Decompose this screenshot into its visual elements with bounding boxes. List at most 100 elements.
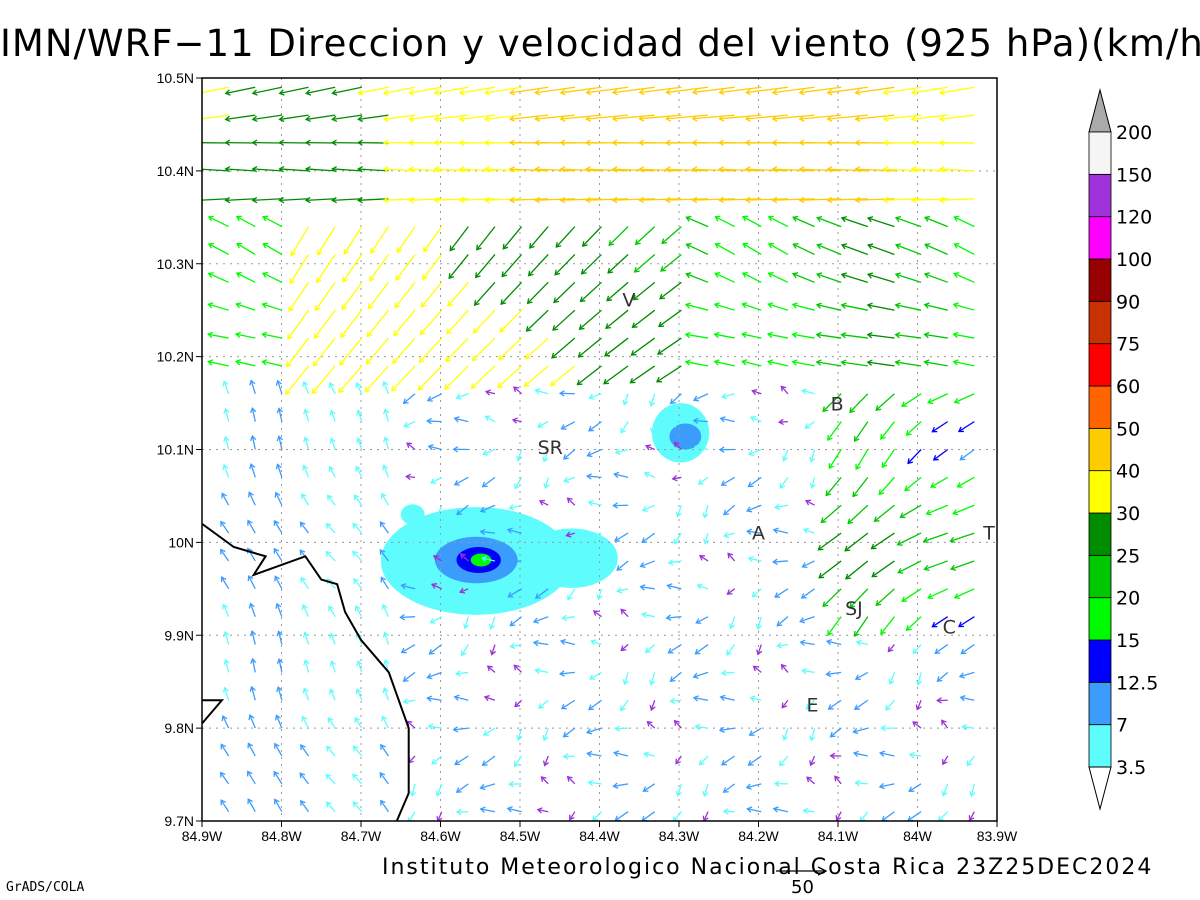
wind-vector <box>749 415 762 423</box>
wind-vector <box>834 775 842 785</box>
wind-vector <box>514 477 523 490</box>
wind-vector <box>534 196 575 204</box>
wind-vector <box>771 166 815 173</box>
wind-vector <box>313 309 336 339</box>
wind-vector <box>558 670 575 677</box>
wind-vector <box>894 272 922 283</box>
wind-vector <box>248 714 256 729</box>
wind-vector <box>525 309 549 332</box>
wind-vector <box>826 114 868 122</box>
colorbar-label: 7 <box>1116 715 1128 737</box>
wind-vector <box>382 380 390 395</box>
wind-vector <box>805 699 816 710</box>
wind-vector <box>799 639 815 646</box>
wind-vector <box>727 552 736 562</box>
wind-vector <box>745 86 788 96</box>
x-tick-label: 84.2W <box>738 828 779 844</box>
wind-vector <box>747 555 762 563</box>
wind-vector <box>276 658 284 673</box>
wind-vector <box>938 114 975 122</box>
wind-vector <box>854 86 895 96</box>
y-tick-label: 10.5N <box>157 70 194 86</box>
wind-vector <box>565 531 576 538</box>
wind-vector <box>696 583 709 590</box>
wind-vector <box>513 755 523 768</box>
wind-vector <box>202 698 203 701</box>
wind-vector <box>553 281 576 304</box>
wind-vector <box>314 281 336 312</box>
wind-vector <box>202 615 203 617</box>
wind-vector <box>611 166 655 173</box>
y-tick-label: 9.7N <box>164 813 194 829</box>
colorbar-bottom-arrow <box>1088 766 1112 811</box>
wind-vector <box>433 114 469 122</box>
wind-vector <box>459 553 469 562</box>
wind-vector <box>649 393 656 407</box>
wind-vector <box>826 86 868 96</box>
wind-vector <box>251 86 283 96</box>
wind-vector <box>655 365 682 383</box>
wind-vector <box>461 644 469 657</box>
colorbar-swatch <box>1088 639 1112 683</box>
wind-vector <box>499 309 523 333</box>
wind-vector <box>776 616 789 627</box>
wind-vector <box>880 724 895 732</box>
wind-vector <box>746 806 762 813</box>
place-label-e: E <box>807 694 819 716</box>
wind-vector <box>395 254 416 281</box>
wind-vector <box>596 588 603 601</box>
wind-vector <box>261 331 283 339</box>
wind-vector <box>355 465 363 478</box>
wind-vector <box>417 365 443 391</box>
wind-vector <box>815 359 842 367</box>
wind-vector <box>882 196 922 204</box>
wind-vector <box>953 393 975 404</box>
wind-vector <box>367 281 389 310</box>
wind-vector <box>958 671 975 679</box>
wind-vector <box>300 576 310 590</box>
wind-vector <box>427 723 442 730</box>
wind-vector <box>585 727 602 735</box>
chart-title: IMN/WRF−11 Direccion y velocidad del vie… <box>0 22 1200 65</box>
wind-vector <box>353 494 363 506</box>
wind-vector <box>301 715 310 729</box>
wind-vector <box>894 302 922 311</box>
wind-vector <box>968 811 975 821</box>
wind-vector <box>702 505 709 519</box>
wind-vector <box>343 226 363 255</box>
colorbar-label: 120 <box>1116 207 1152 229</box>
wind-vector <box>329 409 336 422</box>
wind-vector <box>392 337 416 364</box>
wind-vector <box>907 811 922 821</box>
wind-vector <box>782 449 789 462</box>
wind-vector <box>483 166 522 173</box>
wind-vector <box>278 165 309 173</box>
wind-vector <box>966 755 975 767</box>
wind-vector <box>671 475 682 482</box>
wind-vector <box>340 309 363 338</box>
wind-vector <box>524 337 549 360</box>
wind-vector <box>223 658 230 673</box>
wind-vector <box>881 449 895 469</box>
wind-vector <box>449 226 469 252</box>
wind-vector <box>509 616 522 627</box>
wind-vector <box>605 309 629 330</box>
wind-vector <box>289 254 310 285</box>
wind-vector <box>728 616 736 630</box>
wind-vector <box>604 337 629 357</box>
wind-vector <box>614 811 629 821</box>
reference-vector-label: 50 <box>791 877 814 898</box>
colorbar-swatch <box>1088 216 1112 260</box>
colorbar-swatch <box>1088 470 1112 514</box>
wind-vector <box>285 365 310 396</box>
wind-vector <box>352 801 363 813</box>
wind-vector <box>331 86 362 96</box>
wind-vector <box>202 392 203 394</box>
wind-vector <box>745 504 762 513</box>
wind-vector <box>611 114 655 122</box>
wind-vector <box>630 337 656 356</box>
wind-vector <box>276 630 283 645</box>
wind-vector <box>825 670 842 678</box>
colorbar-swatch <box>1088 681 1112 726</box>
wind-vector <box>817 532 842 551</box>
